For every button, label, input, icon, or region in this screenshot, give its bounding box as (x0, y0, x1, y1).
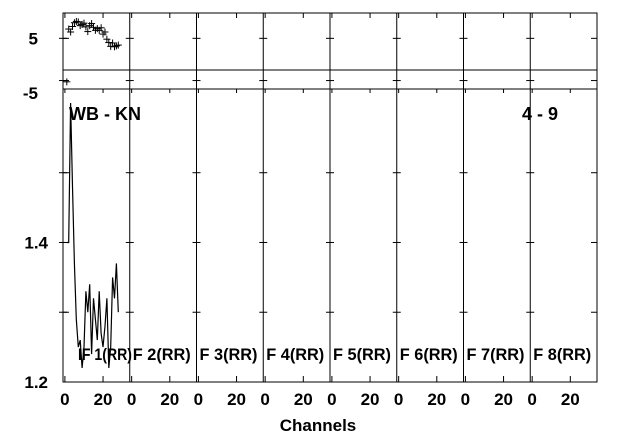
phase-point (93, 25, 101, 33)
if-label: F 3(RR) (200, 345, 258, 364)
y-tick-label: -5 (23, 84, 38, 103)
phase-point (109, 39, 117, 47)
x-tick-label: 0 (260, 390, 269, 409)
x-tick-label: 20 (227, 390, 246, 409)
if-label: F 6(RR) (400, 345, 458, 364)
if-label: F 8(RR) (533, 345, 591, 364)
phase-point (70, 19, 78, 27)
phase-point (103, 35, 111, 43)
phase-point (82, 23, 90, 31)
time-range-label: 4 - 9 (522, 104, 558, 124)
x-axis: 0 20 0 20 0 20 0 20 0 20 0 20 0 20 0 20 (60, 13, 580, 409)
x-axis-label: Channels (280, 416, 357, 435)
x-tick-label: 20 (494, 390, 513, 409)
if-label: F 7(RR) (467, 345, 525, 364)
if-label: F 2(RR) (133, 345, 191, 364)
if-label: F 4(RR) (266, 345, 324, 364)
x-tick-label: 0 (527, 390, 536, 409)
phase-point (110, 43, 118, 51)
phase-point (88, 20, 96, 28)
phase-point (114, 41, 122, 49)
x-tick-label: 0 (461, 390, 470, 409)
phase-point (112, 42, 120, 50)
phase-point (74, 18, 82, 26)
x-tick-label: 0 (60, 390, 69, 409)
if-label: IF 1(RR) (78, 345, 132, 364)
amplitude-panel: IF 1(RR) F 2(RR) F 3(RR) F 4(RR) F 5(RR) F 6(… (24, 13, 598, 392)
if-label: F 5(RR) (333, 345, 391, 364)
x-tick-label: 20 (427, 390, 446, 409)
y-tick-label: 1.4 (24, 233, 48, 252)
phase-point (63, 78, 71, 86)
phase-point (101, 28, 109, 36)
x-tick-label: 20 (94, 390, 113, 409)
x-tick-label: 20 (160, 390, 179, 409)
x-tick-label: 20 (361, 390, 380, 409)
x-tick-label: 0 (394, 390, 403, 409)
phase-point (97, 24, 105, 32)
amplitude-series-line (66, 102, 119, 369)
phase-point (69, 23, 77, 31)
y-tick-label: 5 (29, 29, 38, 48)
phase-point (84, 28, 92, 36)
phase-point (90, 23, 98, 31)
x-tick-label: 20 (294, 390, 313, 409)
baseline-label: WB - KN (69, 104, 141, 124)
x-tick-label: 0 (127, 390, 136, 409)
x-tick-label: 0 (194, 390, 203, 409)
phase-point (80, 19, 88, 27)
x-tick-label: 20 (561, 390, 580, 409)
x-tick-label: 0 (327, 390, 336, 409)
phase-point (67, 28, 75, 36)
y-tick-label: 1.2 (24, 373, 48, 392)
